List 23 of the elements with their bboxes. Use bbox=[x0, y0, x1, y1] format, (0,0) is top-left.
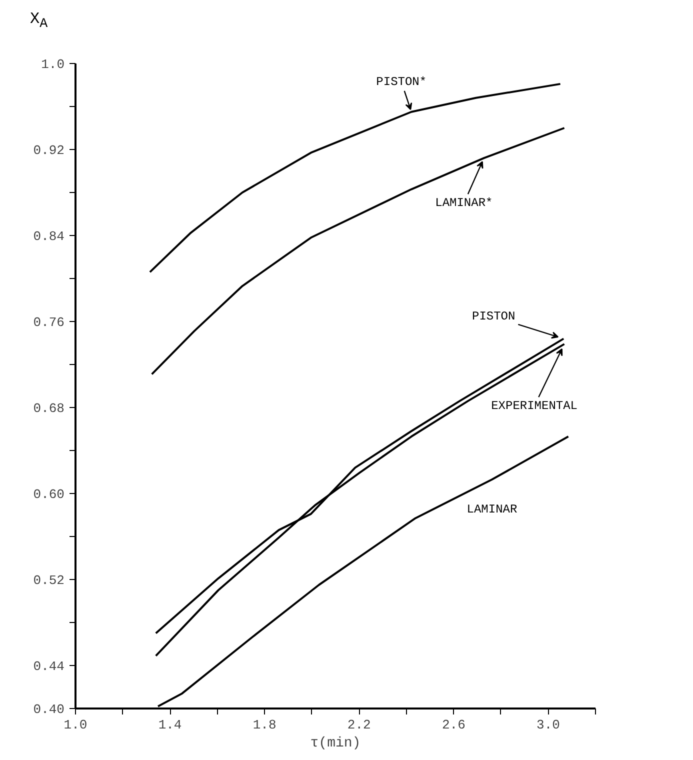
x-tick-label: 1.0 bbox=[64, 718, 88, 732]
x-tick-label: 2.2 bbox=[347, 718, 371, 732]
x-tick-label: 1.8 bbox=[252, 718, 276, 732]
y-tick-label: 0.44 bbox=[33, 659, 65, 674]
x-tick-label: 2.6 bbox=[442, 718, 466, 732]
series-label: LAMINAR bbox=[466, 502, 518, 517]
y-tick-label: 0.84 bbox=[33, 229, 65, 244]
y-tick-label: 1.0 bbox=[41, 57, 64, 72]
y-tick-label: 0.60 bbox=[33, 487, 65, 502]
y-axis-title: X$_{A}$ bbox=[30, 9, 48, 34]
x-tick-label: 3.0 bbox=[536, 718, 560, 732]
y-tick-label: 0.40 bbox=[33, 702, 65, 717]
text: PISTON bbox=[472, 310, 516, 324]
x-axis-title: τ(min) bbox=[310, 736, 361, 752]
y-tick-label: 0.68 bbox=[33, 401, 65, 416]
series-label: EXPERIMENTAL bbox=[491, 399, 578, 414]
series-label: PISTON* bbox=[376, 74, 427, 89]
x-tick-label: 1.4 bbox=[158, 718, 182, 732]
series-label: LAMINAR* bbox=[435, 196, 493, 210]
line-series bbox=[150, 127, 566, 376]
y-tick-label: 0.92 bbox=[33, 143, 65, 158]
y-tick-label: 0.76 bbox=[33, 315, 65, 330]
y-tick-label: 0.52 bbox=[33, 573, 65, 588]
